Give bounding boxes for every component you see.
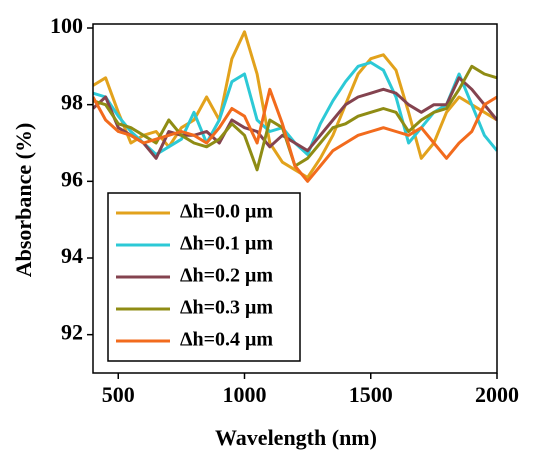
y-tick-label: 98 — [61, 90, 83, 115]
x-tick-label: 2000 — [475, 382, 519, 407]
legend-label: Δh=0.2 μm — [180, 265, 273, 287]
series-line — [93, 76, 497, 160]
legend-label: Δh=0.3 μm — [180, 297, 273, 319]
x-tick-label: 1000 — [223, 382, 267, 407]
legend-label: Δh=0.1 μm — [180, 233, 273, 255]
y-axis-label: Absorbance (%) — [11, 123, 36, 278]
y-tick-label: 100 — [50, 13, 83, 38]
y-tick-label: 94 — [61, 243, 83, 268]
x-tick-label: 500 — [102, 382, 135, 407]
x-tick-label: 1500 — [349, 382, 393, 407]
plot-frame — [92, 23, 498, 374]
x-axis-label: Wavelength (nm) — [215, 425, 377, 450]
y-tick-label: 92 — [61, 320, 83, 345]
y-tick-label: 96 — [61, 166, 83, 191]
legend-label: Δh=0.4 μm — [180, 329, 273, 351]
series-line — [93, 87, 497, 183]
legend-label: Δh=0.0 μm — [180, 201, 273, 223]
